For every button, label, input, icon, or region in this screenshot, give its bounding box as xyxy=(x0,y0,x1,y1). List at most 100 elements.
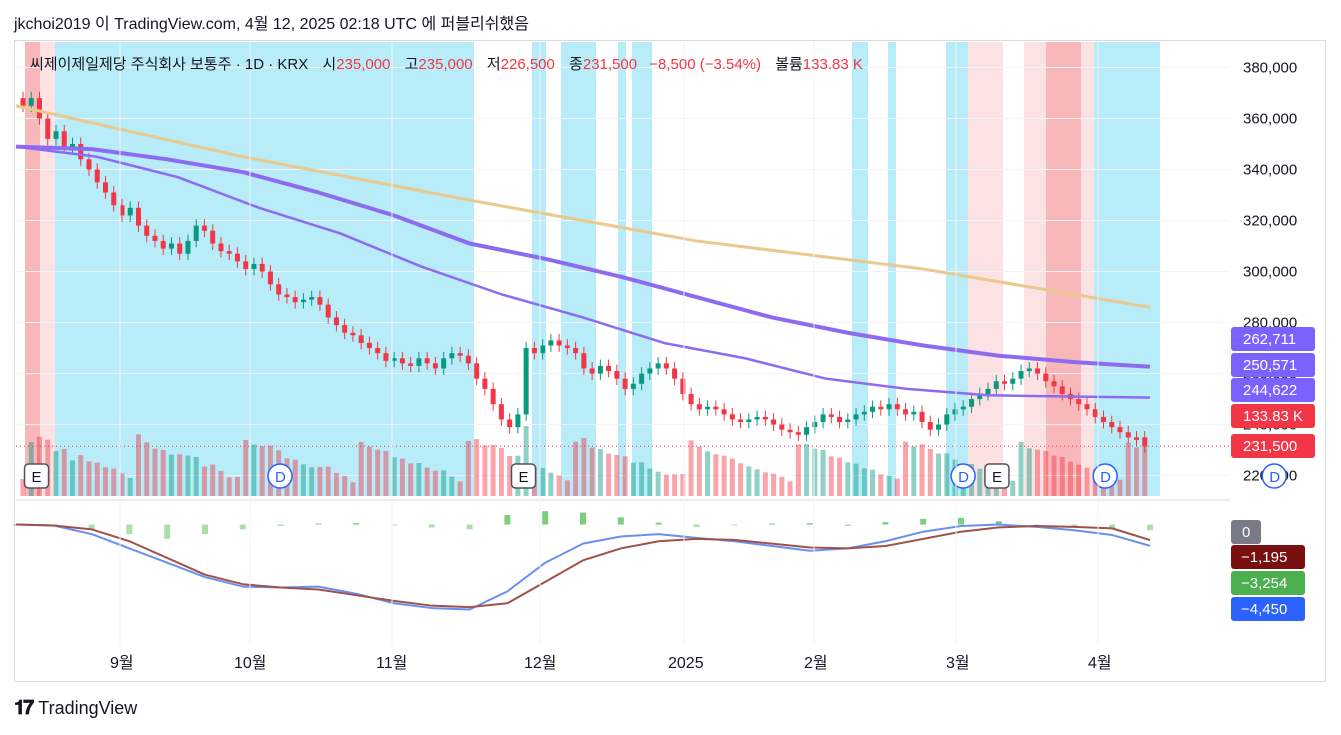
volume-bar xyxy=(853,463,859,496)
candle xyxy=(655,363,661,369)
candle xyxy=(762,416,768,420)
price-label: 231,500 xyxy=(1243,438,1297,455)
candle xyxy=(168,243,174,249)
volume-bar xyxy=(1076,464,1082,496)
volume-bar xyxy=(119,473,125,496)
volume-bar xyxy=(812,448,818,496)
candle xyxy=(721,409,727,415)
candle xyxy=(993,381,999,389)
volume-bar xyxy=(300,464,306,496)
candle xyxy=(465,355,471,364)
macd-histogram-bar xyxy=(806,523,813,525)
volume-bar xyxy=(127,478,133,496)
volume-bar xyxy=(69,460,75,496)
volume-bar xyxy=(383,451,389,496)
candle xyxy=(45,118,51,139)
volume-bar xyxy=(746,466,752,496)
macd-label: −1,195 xyxy=(1241,549,1287,566)
candle xyxy=(845,419,851,423)
regime-band xyxy=(1024,42,1046,496)
volume-bar xyxy=(53,451,59,496)
x-tick-label: 3월 xyxy=(946,654,970,672)
volume-bar xyxy=(1010,480,1016,496)
volume-bar xyxy=(787,481,793,496)
volume-bar xyxy=(606,453,612,496)
volume-bar xyxy=(78,455,84,496)
volume-bar xyxy=(135,434,141,496)
volume-bar xyxy=(474,439,480,496)
macd-histogram-bar xyxy=(466,524,473,530)
price-label-box xyxy=(1231,404,1315,428)
candle xyxy=(952,409,958,415)
dividend-event-label: D xyxy=(1100,469,1111,486)
candle xyxy=(333,317,339,326)
macd-histogram-bar xyxy=(617,517,624,525)
candle xyxy=(474,363,480,379)
regime-band xyxy=(25,42,40,496)
earnings-event-label: E xyxy=(992,469,1002,486)
high-value: 235,000 xyxy=(418,56,473,73)
volume-bar xyxy=(111,468,117,496)
candle xyxy=(251,263,257,269)
candle xyxy=(688,393,694,405)
change-value: −8,500 (−3.54%) xyxy=(649,56,762,73)
volume-bar xyxy=(292,459,298,496)
dividend-event-icon xyxy=(950,463,976,489)
volume-bar xyxy=(201,466,207,496)
volume-bar xyxy=(432,470,438,496)
candle xyxy=(1084,404,1090,410)
candle xyxy=(523,348,529,415)
symbol-title[interactable]: 씨제이제일제당 주식회사 보통주 · 1D · KRX xyxy=(30,56,309,73)
volume-bar xyxy=(754,469,760,496)
candle xyxy=(738,419,744,423)
price-label: 262,711 xyxy=(1243,331,1296,348)
macd-histogram-bar xyxy=(920,518,927,525)
candle xyxy=(111,192,117,206)
volume-bar xyxy=(102,467,108,496)
volume-bar xyxy=(688,440,694,496)
regime-band xyxy=(1046,42,1081,496)
candle xyxy=(1059,386,1065,394)
volume-bar xyxy=(416,463,422,496)
volume-bar xyxy=(820,450,826,496)
macd-histogram-bar xyxy=(995,521,1002,525)
candle xyxy=(779,424,785,430)
macd-histogram-bar xyxy=(164,524,171,539)
dividend-event-icon xyxy=(1261,463,1287,489)
regime-band xyxy=(888,42,896,496)
volume-bar xyxy=(861,468,867,496)
candle xyxy=(754,416,760,420)
macd-histogram-bar xyxy=(88,524,95,530)
regime-band xyxy=(946,42,968,496)
dividend-event-label: D xyxy=(958,469,969,486)
y-tick-label: 320,000 xyxy=(1243,213,1297,230)
volume-bar xyxy=(581,438,587,496)
candle xyxy=(94,169,100,183)
price-label-box xyxy=(1231,434,1315,458)
candle xyxy=(366,342,372,349)
candle xyxy=(177,243,183,254)
low-value: 226,500 xyxy=(500,56,555,73)
macd-histogram-bar xyxy=(655,522,662,525)
tradingview-logo[interactable]: 𝟏𝟕 TradingView xyxy=(14,697,137,720)
candle xyxy=(399,358,405,364)
volume-bar xyxy=(210,464,216,496)
candle xyxy=(960,406,966,410)
macd-histogram-bar xyxy=(391,524,397,526)
candle xyxy=(408,363,414,366)
volume-bar xyxy=(309,467,315,496)
publish-header: jkchoi2019 이 TradingView.com, 4월 12, 202… xyxy=(14,16,529,33)
volume-bar xyxy=(61,449,67,496)
candle xyxy=(771,419,777,425)
volume-bar xyxy=(705,451,711,496)
macd-histogram-bar xyxy=(277,524,284,526)
volume-bar xyxy=(1125,442,1131,496)
macd-histogram-bar xyxy=(580,512,586,525)
candle xyxy=(234,253,240,262)
volume-bar xyxy=(927,449,933,496)
y-tick-label: 360,000 xyxy=(1243,111,1297,128)
volume-bar xyxy=(160,450,166,496)
candle xyxy=(383,353,389,361)
price-label: 244,622 xyxy=(1243,382,1297,399)
